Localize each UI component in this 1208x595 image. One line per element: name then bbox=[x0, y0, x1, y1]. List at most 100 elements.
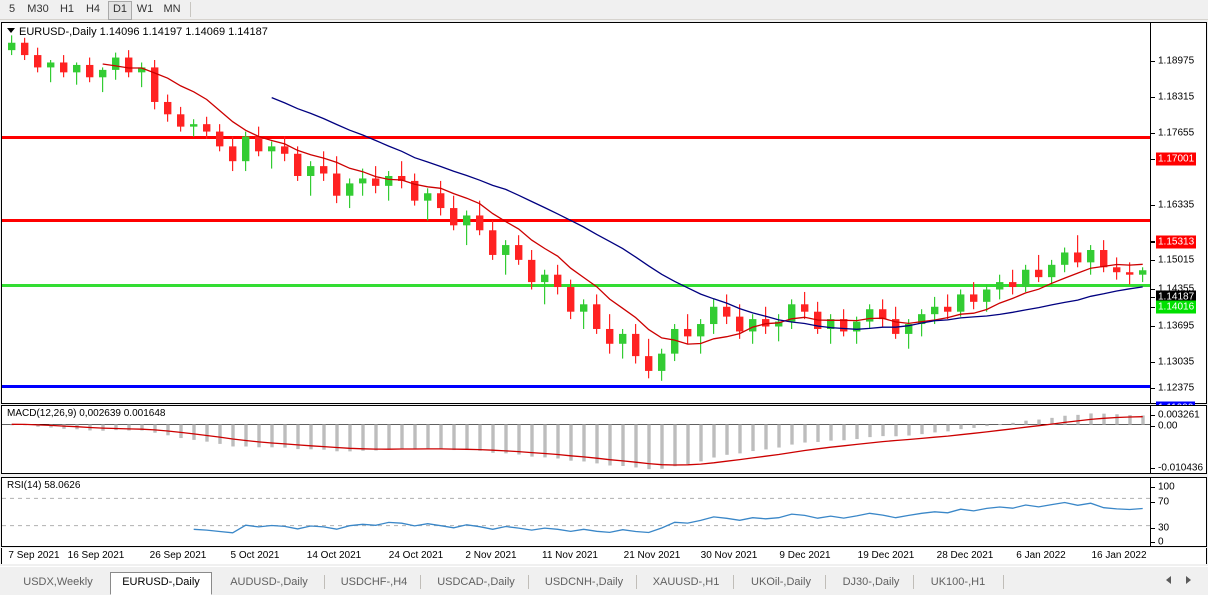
symbol-ohlc-text: EURUSD-,Daily 1.14096 1.14197 1.14069 1.… bbox=[19, 26, 268, 38]
axis-label: 0.00 bbox=[1158, 420, 1178, 432]
macd-bar bbox=[868, 424, 872, 438]
price-level-line[interactable] bbox=[2, 219, 1150, 222]
tab-usdcad-daily[interactable]: USDCAD-,Daily bbox=[437, 576, 515, 588]
chart-dropdown-arrow-icon[interactable] bbox=[7, 28, 15, 33]
axis-label: 1.13035 bbox=[1158, 356, 1195, 368]
timeframe-mn[interactable]: MN bbox=[163, 3, 181, 15]
timeframe-d1[interactable]: D1 bbox=[108, 1, 132, 20]
macd-bar bbox=[244, 424, 248, 447]
macd-bar bbox=[738, 424, 742, 454]
candle-body bbox=[476, 215, 484, 231]
macd-bar bbox=[231, 424, 235, 447]
axis-tick bbox=[1151, 362, 1155, 363]
tab-usdchf-h4[interactable]: USDCHF-,H4 bbox=[340, 576, 408, 588]
candle-body bbox=[437, 193, 445, 209]
candle-body bbox=[788, 304, 796, 322]
price-level-line[interactable] bbox=[2, 136, 1150, 139]
macd-bar bbox=[426, 424, 430, 449]
candle-body bbox=[658, 353, 666, 371]
candle-body bbox=[710, 306, 718, 325]
macd-bar bbox=[946, 424, 950, 432]
scroll-right-arrow-icon[interactable] bbox=[1186, 576, 1191, 584]
candle-body bbox=[1126, 272, 1134, 275]
rsi-indicator-panel[interactable]: RSI(14) 58.0626 100 70 30 0 bbox=[1, 477, 1207, 548]
candle-body bbox=[762, 319, 770, 327]
macd-bar bbox=[517, 424, 521, 455]
macd-bar bbox=[543, 424, 547, 458]
price-level-line[interactable] bbox=[2, 385, 1150, 388]
tab-separator bbox=[324, 575, 325, 589]
candle-wick bbox=[622, 328, 624, 359]
candle-body bbox=[840, 319, 848, 332]
candle-body bbox=[554, 274, 562, 288]
candle-body bbox=[1061, 252, 1069, 265]
tab-xauusd-h1[interactable]: XAUUSD-,H1 bbox=[652, 576, 720, 588]
axis-label: 1.15015 bbox=[1158, 254, 1195, 266]
scroll-left-arrow-icon[interactable] bbox=[1166, 576, 1171, 584]
moving-average-fast bbox=[102, 63, 1143, 345]
candle-body bbox=[281, 146, 289, 154]
candle-body bbox=[177, 114, 185, 127]
candle-wick bbox=[76, 62, 78, 85]
macd-bar bbox=[114, 424, 118, 431]
macd-bar bbox=[647, 424, 651, 470]
macd-bar bbox=[959, 424, 963, 430]
price-chart-panel[interactable]: EURUSD-,Daily 1.14096 1.14197 1.14069 1.… bbox=[1, 22, 1207, 424]
axis-tick bbox=[1151, 487, 1155, 488]
price-plot-area[interactable]: EURUSD-,Daily 1.14096 1.14197 1.14069 1.… bbox=[2, 23, 1150, 403]
tab-eurusd-daily[interactable]: EURUSD-,Daily bbox=[110, 572, 212, 595]
axis-tick bbox=[1151, 241, 1155, 242]
candle-body bbox=[827, 319, 835, 329]
tab-uk100-h1[interactable]: UK100-,H1 bbox=[930, 576, 986, 588]
macd-bar bbox=[361, 424, 365, 451]
tab-usdx-weekly[interactable]: USDX,Weekly bbox=[23, 576, 93, 588]
candle-body bbox=[1022, 269, 1030, 288]
candle-wick bbox=[141, 62, 143, 88]
price-axis[interactable]: 1.189751.183151.176551.170011.163351.156… bbox=[1150, 23, 1206, 424]
candle-wick bbox=[271, 141, 273, 169]
candle-body bbox=[385, 175, 393, 186]
tab-dj30-daily[interactable]: DJ30-,Daily bbox=[842, 576, 900, 588]
price-level-line[interactable] bbox=[2, 284, 1150, 287]
timeframe-5[interactable]: 5 bbox=[8, 3, 16, 15]
candle-body bbox=[970, 294, 978, 302]
tab-usdcnh-daily[interactable]: USDCNH-,Daily bbox=[544, 576, 624, 588]
macd-bar bbox=[582, 424, 586, 462]
axis-label: 30 bbox=[1158, 522, 1170, 534]
macd-bar bbox=[413, 424, 417, 449]
candle-body bbox=[255, 136, 263, 152]
tab-audusd-daily[interactable]: AUDUSD-,Daily bbox=[230, 576, 308, 588]
candle-wick bbox=[401, 161, 403, 189]
timeframe-h1[interactable]: H1 bbox=[59, 3, 75, 15]
macd-bar bbox=[608, 424, 612, 466]
tab-ukoil-daily[interactable]: UKOil-,Daily bbox=[751, 576, 811, 588]
candle-body bbox=[203, 124, 211, 132]
price-level-label-black: 1.14187 bbox=[1156, 290, 1197, 304]
rsi-plot-area[interactable]: RSI(14) 58.0626 bbox=[2, 478, 1150, 546]
date-axis-label: 19 Dec 2021 bbox=[857, 550, 915, 561]
candle-body bbox=[671, 328, 679, 354]
macd-bar bbox=[855, 424, 859, 440]
axis-tick bbox=[1151, 502, 1155, 503]
candle-body bbox=[892, 319, 900, 334]
candle-body bbox=[372, 178, 380, 186]
price-level-label-green: 1.14016 bbox=[1156, 300, 1197, 314]
candle-body bbox=[164, 101, 172, 115]
timeframe-w1[interactable]: W1 bbox=[136, 3, 154, 15]
macd-plot-area[interactable]: MACD(12,26,9) 0,002639 0.001648 bbox=[2, 406, 1150, 473]
candle-body bbox=[320, 166, 328, 174]
candle-wick bbox=[687, 314, 689, 344]
candle-body bbox=[1009, 282, 1017, 288]
chart-tab-bar[interactable]: USDX,Weekly EURUSD-,Daily AUDUSD-,Daily USD… bbox=[0, 566, 1208, 595]
axis-label: 70 bbox=[1158, 496, 1170, 508]
axis-tick bbox=[1151, 326, 1155, 327]
timeframe-m30[interactable]: M30 bbox=[27, 3, 49, 15]
macd-bar bbox=[829, 424, 833, 441]
candle-wick bbox=[583, 299, 585, 329]
candle-body bbox=[1113, 267, 1121, 273]
macd-indicator-panel[interactable]: MACD(12,26,9) 0,002639 0.001648 0.003261… bbox=[1, 405, 1207, 474]
candle-wick bbox=[50, 60, 52, 83]
macd-bar bbox=[140, 424, 144, 431]
toolbar-divider bbox=[190, 2, 191, 17]
timeframe-h4[interactable]: H4 bbox=[85, 3, 101, 15]
